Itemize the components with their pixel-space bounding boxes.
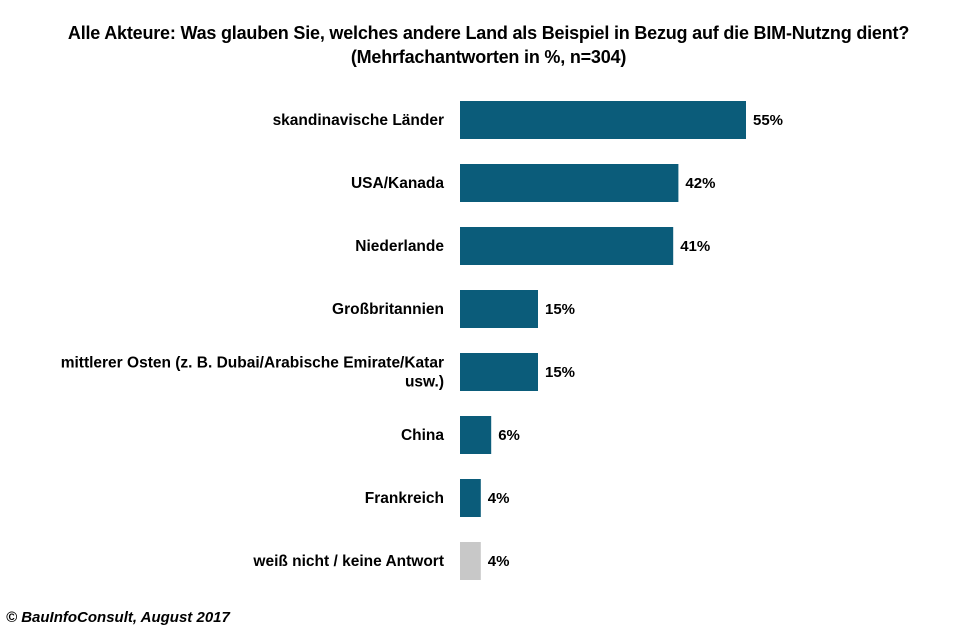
- copyright-footer: © BauInfoConsult, August 2017: [6, 609, 230, 626]
- chart-title: Alle Akteure: Was glauben Sie, welches a…: [67, 23, 910, 43]
- chart-subtitle: (Mehrfachantworten in %, n=304): [350, 47, 627, 67]
- category-label: usw.): [405, 374, 444, 391]
- bar: [460, 542, 481, 580]
- bar: [460, 416, 492, 454]
- value-label: 4%: [488, 490, 510, 507]
- bar: [460, 227, 674, 265]
- value-label: 42%: [685, 175, 715, 192]
- value-label: 6%: [498, 427, 520, 444]
- bar: [460, 479, 481, 517]
- bar: [460, 290, 538, 328]
- value-label: 4%: [488, 553, 510, 570]
- category-label: mittlerer Osten (z. B. Dubai/Arabische E…: [61, 355, 444, 372]
- category-label: Großbritannien: [332, 301, 444, 318]
- category-label: China: [401, 427, 444, 444]
- category-label: weiß nicht / keine Antwort: [252, 553, 444, 570]
- value-label: 15%: [545, 364, 575, 381]
- category-label: Frankreich: [365, 490, 444, 507]
- category-label: USA/Kanada: [351, 175, 444, 192]
- value-label: 41%: [680, 238, 710, 255]
- category-label: Niederlande: [355, 238, 444, 255]
- category-label: skandinavische Länder: [273, 112, 444, 129]
- bar: [460, 353, 538, 391]
- chart-title-block: Alle Akteure: Was glauben Sie, welches a…: [0, 21, 977, 69]
- bar: [460, 101, 746, 139]
- bar: [460, 164, 679, 202]
- value-label: 15%: [545, 301, 575, 318]
- value-label: 55%: [753, 112, 783, 129]
